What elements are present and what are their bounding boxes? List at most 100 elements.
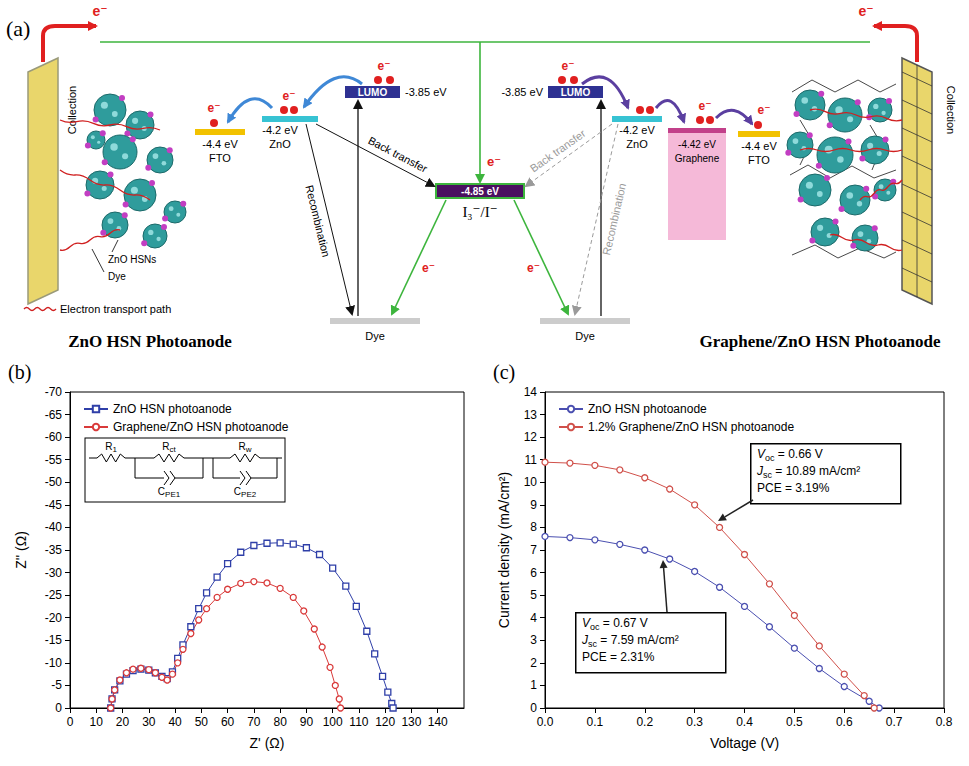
svg-text:0.0: 0.0 [537,715,554,729]
svg-text:120: 120 [375,715,395,729]
svg-text:ZnO: ZnO [269,138,291,150]
svg-text:3: 3 [530,633,537,647]
svg-text:0.6: 0.6 [836,715,853,729]
svg-text:-4.2 eV: -4.2 eV [619,124,655,136]
svg-text:LUMO: LUMO [561,87,591,98]
svg-text:5: 5 [530,588,537,602]
svg-text:= 10.89 mA/cm²: = 10.89 mA/cm² [772,464,860,478]
svg-text:-4.4 eV: -4.4 eV [741,140,777,152]
svg-text:e⁻: e⁻ [858,3,873,19]
svg-text:oc: oc [590,622,600,632]
svg-text:-35: -35 [45,543,63,557]
svg-text:e⁻: e⁻ [487,154,501,169]
svg-text:oc: oc [765,453,775,463]
svg-text:1.2% Graphene/ZnO HSN photoano: 1.2% Graphene/ZnO HSN photoanode [588,420,794,434]
svg-text:Rw: Rw [238,441,251,454]
svg-text:50: 50 [195,715,209,729]
svg-text:Dye: Dye [575,330,595,342]
svg-text:e⁻: e⁻ [757,103,770,117]
svg-text:100: 100 [323,715,343,729]
svg-text:-65: -65 [45,408,63,422]
svg-text:1: 1 [530,678,537,692]
svg-text:-30: -30 [45,566,63,580]
svg-text:0: 0 [67,715,74,729]
svg-text:0.5: 0.5 [786,715,803,729]
svg-text:-40: -40 [45,520,63,534]
svg-text:ZnO HSN photoanode: ZnO HSN photoanode [113,402,232,416]
svg-text:Back transfer: Back transfer [528,127,588,175]
svg-text:-60: -60 [45,430,63,444]
svg-text:I₃⁻/I⁻: I₃⁻/I⁻ [462,204,497,220]
svg-text:-20: -20 [45,611,63,625]
svg-text:0: 0 [55,701,62,715]
svg-text:6: 6 [530,566,537,580]
svg-text:(c): (c) [493,361,515,384]
svg-text:Graphene: Graphene [675,153,720,164]
svg-text:e⁻: e⁻ [92,3,107,19]
svg-text:90: 90 [300,715,314,729]
svg-text:LUMO: LUMO [358,87,388,98]
svg-text:Voltage (V): Voltage (V) [710,735,779,751]
svg-text:Graphene/ZnO HSN Photoanode: Graphene/ZnO HSN Photoanode [700,332,941,351]
svg-text:40: 40 [168,715,182,729]
svg-text:CPE1: CPE1 [158,486,181,499]
svg-text:Graphene/ZnO HSN photoanode: Graphene/ZnO HSN photoanode [113,420,289,434]
svg-text:0.2: 0.2 [636,715,653,729]
svg-text:Collection: Collection [945,86,957,134]
svg-text:20: 20 [116,715,130,729]
svg-text:Z' (Ω): Z' (Ω) [250,735,285,751]
svg-text:130: 130 [401,715,421,729]
svg-text:-25: -25 [45,588,63,602]
svg-text:= 0.67 V: = 0.67 V [600,616,648,630]
svg-text:110: 110 [349,715,368,729]
svg-text:0.7: 0.7 [886,715,903,729]
svg-text:140: 140 [428,715,448,729]
svg-text:9: 9 [530,498,537,512]
svg-text:= 7.59 mA/cm²: = 7.59 mA/cm² [597,633,679,647]
svg-text:ZnO HSNs: ZnO HSNs [108,254,156,265]
svg-text:ZnO HSN photoanode: ZnO HSN photoanode [588,402,707,416]
svg-text:0.3: 0.3 [686,715,703,729]
svg-text:80: 80 [273,715,287,729]
svg-text:-4.42 eV: -4.42 eV [678,139,716,150]
svg-text:13: 13 [524,408,538,422]
svg-text:-3.85 eV: -3.85 eV [405,86,447,98]
svg-text:FTO: FTO [748,154,770,166]
svg-text:2: 2 [530,656,537,670]
svg-text:70: 70 [247,715,261,729]
svg-text:Rct: Rct [162,441,176,454]
svg-text:-4.4 eV: -4.4 eV [202,138,238,150]
svg-text:-5: -5 [51,678,62,692]
svg-text:= 0.66 V: = 0.66 V [775,447,823,461]
svg-text:Z'' (Ω): Z'' (Ω) [13,531,29,569]
svg-text:e⁻: e⁻ [527,261,540,275]
svg-text:0.4: 0.4 [736,715,753,729]
svg-text:12: 12 [524,430,538,444]
svg-text:-70: -70 [45,385,63,399]
svg-text:PCE = 2.31%: PCE = 2.31% [582,650,655,664]
svg-text:-4.85 eV: -4.85 eV [461,186,499,197]
svg-text:e⁻: e⁻ [422,261,435,275]
svg-text:ZnO HSN Photoanode: ZnO HSN Photoanode [68,332,232,351]
svg-text:e⁻: e⁻ [377,59,390,73]
svg-text:10: 10 [90,715,104,729]
svg-text:Dye: Dye [365,330,385,342]
svg-text:Electron transport path: Electron transport path [60,303,171,315]
svg-text:Current density (mA/cm²): Current density (mA/cm²) [496,472,512,628]
svg-text:60: 60 [221,715,235,729]
svg-text:8: 8 [530,520,537,534]
svg-text:(a): (a) [6,16,30,41]
svg-text:-15: -15 [45,633,63,647]
svg-text:Recombination: Recombination [600,182,628,256]
svg-text:11: 11 [525,453,538,467]
svg-text:0.8: 0.8 [936,715,953,729]
svg-text:-10: -10 [45,656,63,670]
svg-text:10: 10 [524,475,538,489]
svg-text:-45: -45 [45,498,63,512]
svg-text:CPE2: CPE2 [234,486,257,499]
svg-text:(b): (b) [8,361,31,384]
svg-text:e⁻: e⁻ [561,59,574,73]
svg-text:-50: -50 [45,475,63,489]
svg-text:e⁻: e⁻ [282,89,295,103]
svg-text:0: 0 [530,701,537,715]
